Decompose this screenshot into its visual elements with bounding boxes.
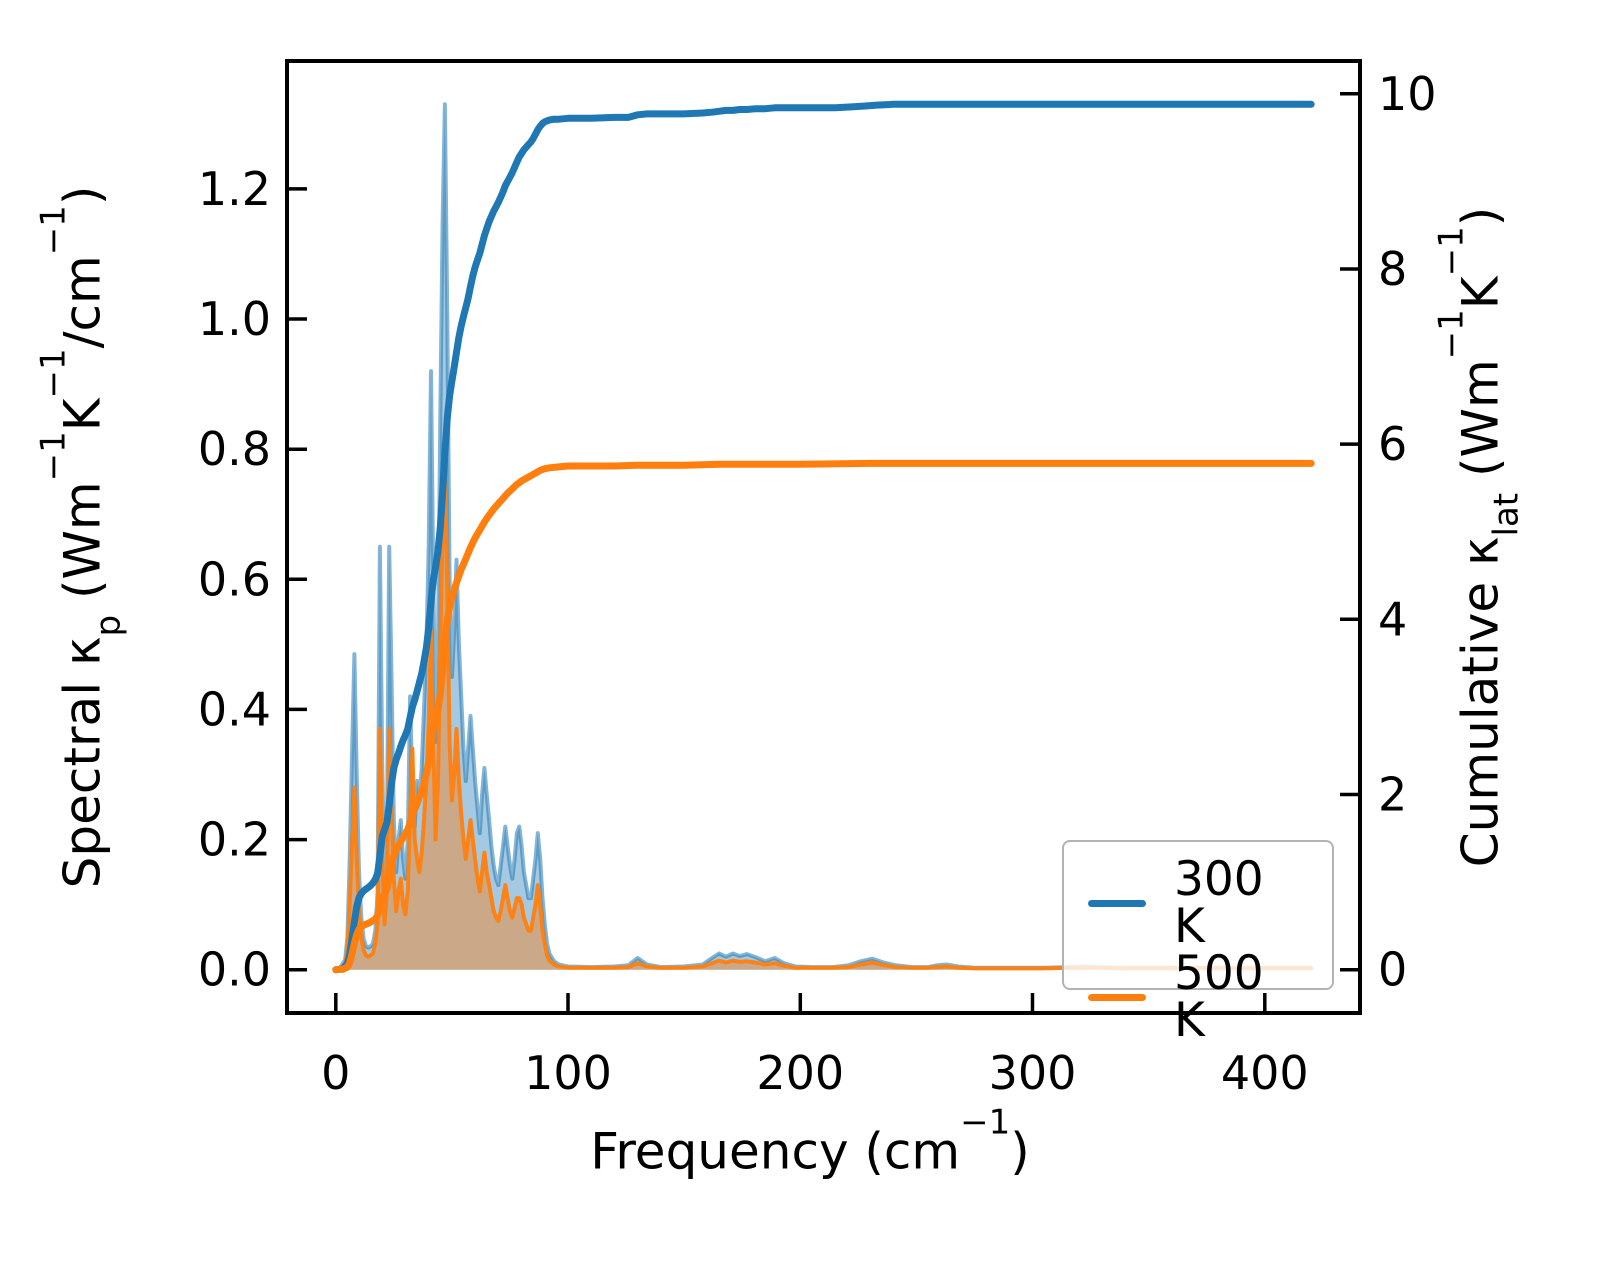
legend-label-300k: 300 K [1174,852,1264,954]
y-left-tick-label: 1.2 [198,162,271,216]
legend-line-500k-icon [1088,993,1146,1001]
x-tick-label: 100 [524,1046,612,1100]
x-axis-label: Frequency (cm−1) [590,1102,1030,1181]
300-k-cumulative-line [332,100,1315,974]
y-right-tick-label: 0 [1378,943,1407,997]
500-k-cumulative-line [332,459,1315,974]
y-left-tick-label: 1.0 [198,292,271,346]
y-left-tick-label: 0.0 [198,943,271,997]
y-right-tick-label: 2 [1378,768,1407,822]
y-left-tick-label: 0.2 [198,813,271,867]
legend-item-300k: 300 K [1088,856,1308,950]
y-right-tick-label: 4 [1378,592,1407,646]
y-axis-label-right: Cumulative κlat (Wm−1K−1) [1431,206,1527,868]
legend-label-500k: 500 K [1174,946,1264,1048]
x-tick-label: 200 [756,1046,844,1100]
legend-line-300k-icon [1088,899,1146,907]
x-tick-label: 400 [1221,1046,1309,1100]
y-axis-label-left: Spectral κp (Wm−1K−1/cm−1) [33,185,129,889]
legend-box: 300 K 500 K [1062,840,1334,1044]
series-group [332,100,1315,974]
x-tick-label: 0 [321,1046,350,1100]
300-k-spectral-fill [335,104,1312,970]
y-right-tick-label: 6 [1378,417,1407,471]
y-right-tick-label: 10 [1378,67,1437,121]
x-tick-label: 300 [989,1046,1077,1100]
500-k-spectral-fill [335,455,1312,970]
y-right-tick-label: 8 [1378,242,1407,296]
legend-item-500k: 500 K [1088,950,1308,1044]
axes-spines [285,59,1362,1015]
y-left-tick-label: 0.6 [198,552,271,606]
y-left-tick-label: 0.4 [198,682,271,736]
500-k-spectral-line [333,453,1314,972]
y-left-tick-label: 0.8 [198,422,271,476]
